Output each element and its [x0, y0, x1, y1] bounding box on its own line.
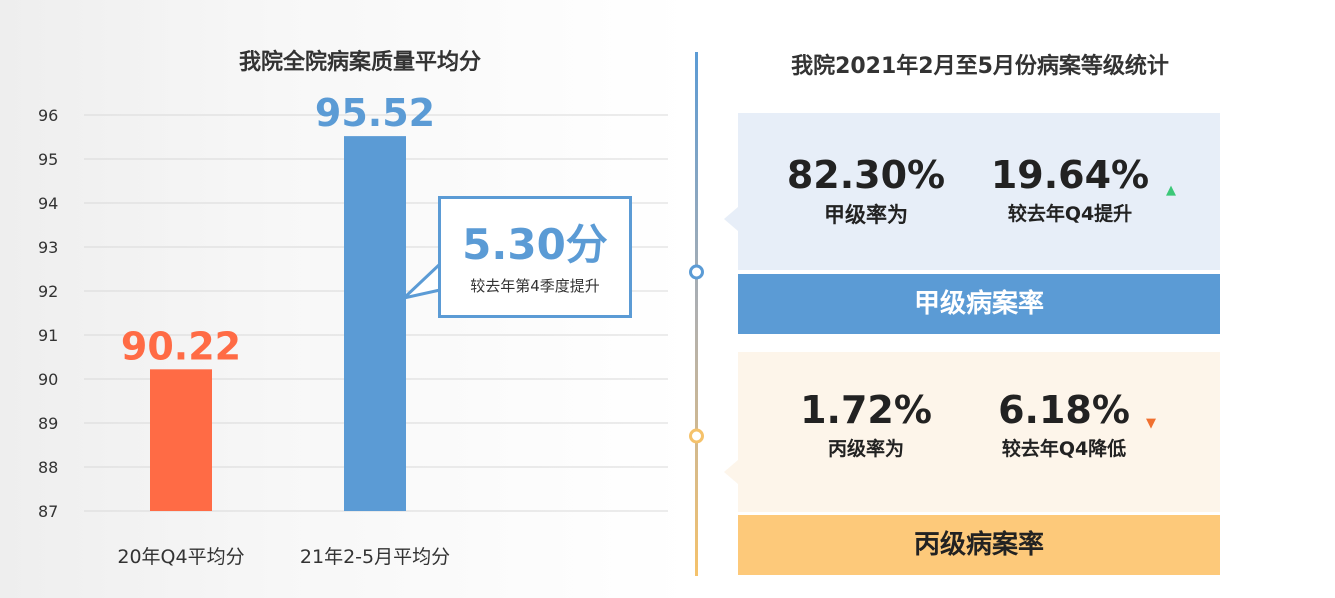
y-tick-label: 94: [38, 194, 58, 213]
y-tick-label: 92: [38, 282, 58, 301]
grade-c-change-label: 较去年Q4降低: [1001, 438, 1127, 460]
y-tick-label: 95: [38, 150, 58, 169]
callout-value: 5.30分: [462, 220, 608, 269]
grade-a-change-stat: 19.64% 较去年Q4提升: [980, 153, 1160, 226]
grade-a-panel: 82.30% 甲级率为 19.64% 较去年Q4提升 ▲: [724, 113, 1220, 270]
category-label: 20年Q4平均分: [117, 546, 244, 568]
y-tick-label: 93: [38, 238, 58, 257]
panel-pointer: [724, 207, 738, 231]
callout-description: 较去年第4季度提升: [470, 277, 600, 295]
timeline-node-c: [689, 428, 704, 444]
grade-c-rate: 1.72%: [800, 388, 932, 432]
panel-pointer: [724, 460, 738, 484]
category-label: 21年2-5月平均分: [300, 546, 450, 568]
y-tick-label: 91: [38, 326, 58, 345]
down-arrow-icon: ▼: [1146, 416, 1156, 431]
grade-c-panel: 1.72% 丙级率为 6.18% 较去年Q4降低 ▼: [724, 352, 1220, 512]
grade-c-band: 丙级病案率: [738, 515, 1220, 575]
callout-pointer: [399, 262, 442, 301]
grade-a-rate: 82.30%: [786, 153, 946, 197]
grade-stats-title: 我院2021年2月至5月份病案等级统计: [791, 54, 1169, 79]
bar-value-label: 95.52: [315, 91, 435, 135]
grade-a-rate-label: 甲级率为: [824, 203, 908, 227]
y-tick-label: 90: [38, 370, 58, 389]
grade-a-change: 19.64%: [990, 153, 1150, 197]
timeline-line: [695, 52, 698, 576]
improvement-callout: 5.30分 较去年第4季度提升: [438, 196, 632, 318]
bar: [150, 369, 212, 511]
y-tick-label: 89: [38, 414, 58, 433]
grade-c-change-stat: 6.18% 较去年Q4降低: [974, 388, 1154, 461]
grade-a-band: 甲级病案率: [738, 274, 1220, 334]
grade-c-rate-label: 丙级率为: [827, 438, 904, 460]
timeline-node-a: [689, 264, 704, 280]
y-tick-label: 88: [38, 458, 58, 477]
bar: [344, 136, 406, 511]
y-tick-label: 96: [38, 106, 58, 125]
grade-c-change: 6.18%: [998, 388, 1130, 432]
grade-a-rate-stat: 82.30% 甲级率为: [776, 153, 956, 229]
up-arrow-icon: ▲: [1166, 183, 1176, 198]
bar-value-label: 90.22: [121, 324, 241, 368]
chart-title: 我院全院病案质量平均分: [238, 50, 481, 75]
grade-c-rate-stat: 1.72% 丙级率为: [776, 388, 956, 461]
grade-a-change-label: 较去年Q4提升: [1007, 203, 1133, 225]
y-tick-label: 87: [38, 502, 58, 521]
